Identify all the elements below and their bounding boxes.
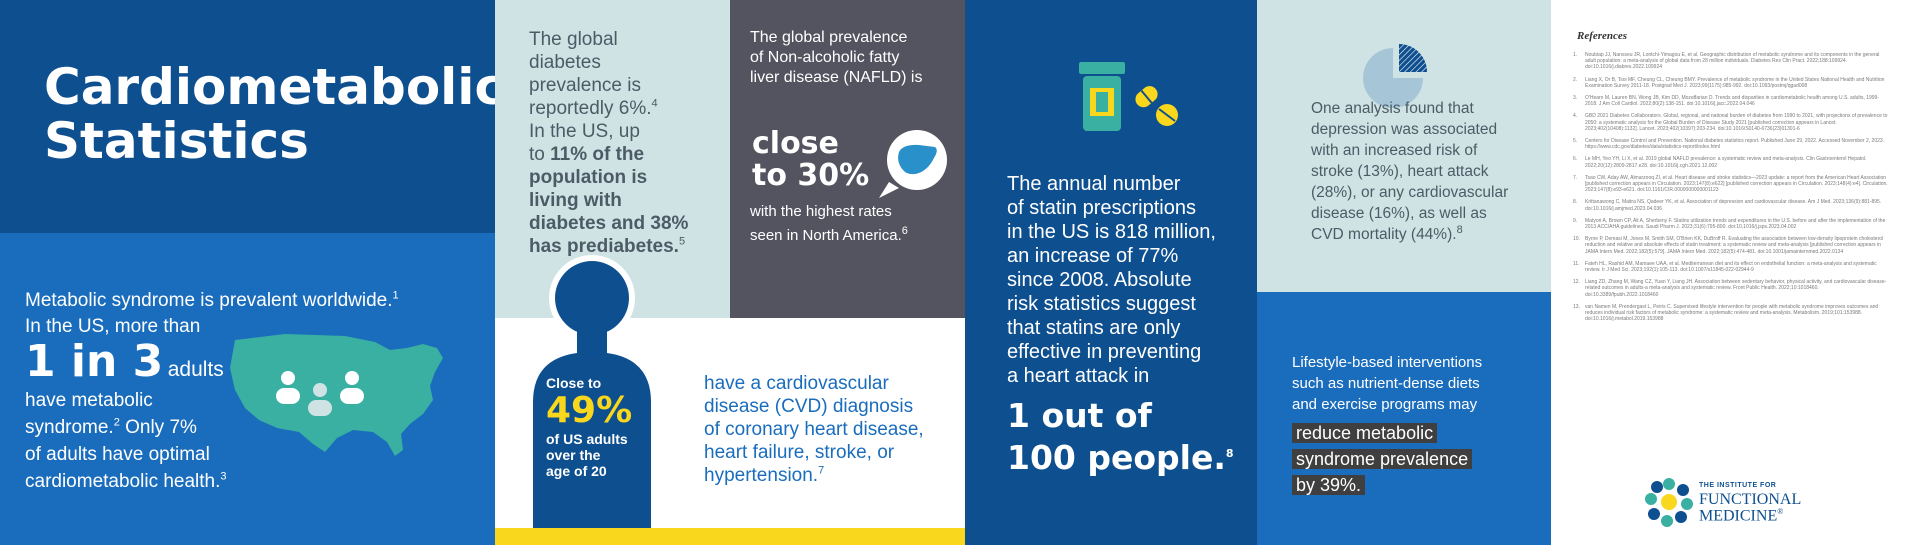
reference-item: 11. Fateh HL, Rashid AM, Mamaee UAA, et a… [1573,261,1891,273]
one-out-of-100-stat: 1 out of 100 people.8 [1007,396,1234,477]
reference-item: 1. Noubiap JJ, Nansseu JR, Lontchi-Yimago… [1573,52,1891,71]
reference-item: 6. Le MH, Yeo YH, Li X, et al. 2019 globa… [1573,156,1891,168]
reference-text: Liang X, Or B, Tsoi MF, Cheung CL, Cheun… [1585,76,1885,89]
statin-panel: The annual number of statin prescription… [965,0,1257,545]
statin-text: The annual number of statin prescription… [1007,173,1216,387]
reference-item: 12. Liang ZD, Zhang M, Wang CZ, Yuan Y, L… [1573,279,1891,298]
reference-item: 7. Tsao CW, Aday AW, Almarzooq ZI, et al.… [1573,175,1891,194]
liver-icon [879,130,947,198]
close-to-49-stat: Close to 49% of US adults over the age o… [546,375,646,485]
reference-number: 9. [1573,217,1578,224]
depression-panel: One analysis found that depression was a… [1257,0,1551,292]
ifm-logo-icon [1645,478,1693,527]
reference-text: Liang ZD, Zhang M, Wang CZ, Yuan Y, Lian… [1585,279,1887,298]
reference-text: O'Hearn M, Lauren BN, Wong JB, Kim DD, M… [1585,95,1879,108]
metabolic-line-3: have metabolic [25,390,153,411]
yellow-stripe [495,528,965,545]
reference-text: Byrne P, Demasi M, Jones M, Smith SM, O'… [1585,236,1884,255]
people-icon [276,371,364,416]
reference-number: 8. [1573,199,1578,206]
pills-icon [1135,86,1178,126]
nafld-panel: The global prevalence of Non-alcoholic f… [730,0,965,318]
lifestyle-highlight: reduce metabolic syndrome prevalence by … [1292,420,1473,498]
metabolic-line-5: of adults have optimal [25,444,210,465]
reference-number: 5. [1573,138,1578,145]
reference-number: 10. [1573,236,1580,243]
references-panel: References 1. Noubiap JJ, Nansseu JR, Lon… [1551,0,1905,545]
reference-text: Fateh HL, Rashid AM, Mamaee UAA, et al. … [1585,260,1877,274]
human-silhouette-icon [527,255,657,528]
metabolic-line-6: cardiometabolic health.3 [25,470,227,492]
reference-text: Tsao CW, Aday AW, Almarzooq ZI, et al. H… [1585,174,1888,194]
close-to-30-stat: close to 30% [752,126,870,193]
nafld-subtext: with the highest rates seen in North Ame… [750,203,908,244]
nafld-text: The global prevalence of Non-alcoholic f… [750,29,923,86]
reference-item: 13. van Namen M, Prendergast L, Peiris C.… [1573,304,1891,323]
page-title: Cardiometabolic Statistics [44,60,495,168]
reference-number: 13. [1573,303,1580,310]
lifestyle-text: Lifestyle-based interventions such as nu… [1292,354,1483,413]
reference-text: Centers for Disease Control and Preventi… [1585,138,1885,151]
reference-text: Krittanawong C, Maitra NS, Qadeer YK, et… [1585,199,1882,212]
metabolic-line-1: Metabolic syndrome is prevalent worldwid… [25,289,399,311]
adults-label: adults [167,358,224,381]
reference-item: 3. O'Hearn M, Lauren BN, Wong JB, Kim DD,… [1573,95,1891,107]
diabetes-text: The global diabetes prevalence is report… [529,29,689,257]
us-map-icon [230,334,443,456]
one-in-three-stat: 1 in 3 adults [25,339,224,385]
metabolic-syndrome-panel: Metabolic syndrome is prevalent worldwid… [0,233,495,545]
reference-number: 2. [1573,76,1578,83]
reference-number: 7. [1573,174,1578,181]
reference-text: van Namen M, Prendergast L, Peiris C. Su… [1585,303,1879,323]
references-title: References [1577,30,1628,42]
pie-chart-icon [1363,44,1427,108]
reference-item: 4. GBD 2021 Diabetes Collaborators. Globa… [1573,113,1891,132]
metabolic-line-4: syndrome.2 Only 7% [25,416,197,438]
title-line-2: Statistics [44,112,309,170]
reference-number: 12. [1573,279,1580,286]
reference-number: 6. [1573,156,1578,163]
ifm-logo: THE INSTITUTE FOR FUNCTIONAL MEDICINE® [1643,476,1803,527]
big-stat: 1 in 3 [25,336,164,387]
reference-item: 5. Centers for Disease Control and Preven… [1573,138,1891,150]
reference-text: Matyori A, Brown CP, Ali A, Sherbeny F. … [1585,217,1886,231]
reference-text: GBD 2021 Diabetes Collaborators. Global,… [1585,113,1888,132]
pill-bottle-icon [1079,62,1178,131]
depression-text: One analysis found that depression was a… [1311,100,1509,243]
references-list: 1. Noubiap JJ, Nansseu JR, Lontchi-Yimago… [1573,52,1891,329]
reference-item: 9. Matyori A, Brown CP, Ali A, Sherbeny F… [1573,218,1891,230]
reference-item: 10. Byrne P, Demasi M, Jones M, Smith SM,… [1573,236,1891,255]
cvd-text: have a cardiovascular disease (CVD) diag… [704,373,924,486]
lifestyle-panel: Lifestyle-based interventions such as nu… [1257,292,1551,545]
reference-number: 3. [1573,95,1578,102]
reference-number: 4. [1573,113,1578,120]
metabolic-line-2: In the US, more than [25,316,201,337]
title-panel: Cardiometabolic Statistics [0,0,495,233]
percent-49: 49% [546,390,633,431]
reference-number: 11. [1573,260,1580,267]
reference-item: 8. Krittanawong C, Maitra NS, Qadeer YK, … [1573,199,1891,211]
reference-item: 2. Liang X, Or B, Tsoi MF, Cheung CL, Che… [1573,77,1891,89]
reference-text: Noubiap JJ, Nansseu JR, Lontchi-Yimagou … [1585,52,1880,71]
reference-text: Le MH, Yeo YH, Li X, et al. 2019 global … [1585,156,1867,169]
title-line-1: Cardiometabolic [44,58,495,116]
reference-number: 1. [1573,52,1578,58]
